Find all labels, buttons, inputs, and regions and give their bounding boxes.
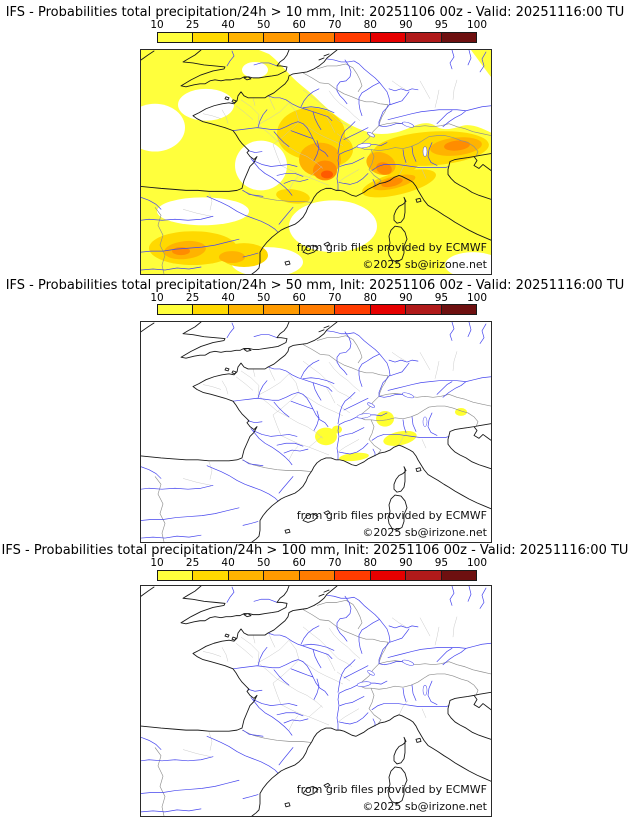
colorbar-tick-label: 50 <box>257 292 271 304</box>
colorbar-segment <box>227 32 265 43</box>
colorbar-segment <box>298 32 336 43</box>
colorbar-segment <box>192 570 229 581</box>
colorbar-tick-label: 10 <box>150 19 164 31</box>
colorbar-segment <box>440 570 477 581</box>
colorbar <box>157 32 477 43</box>
map-100mm: from grib files provided by ECMWF ©2025 … <box>140 585 492 817</box>
colorbar-segment <box>405 570 442 581</box>
colorbar-segment <box>157 570 194 581</box>
colorbar-segment <box>298 570 336 581</box>
map-50mm: from grib files provided by ECMWF ©2025 … <box>140 321 492 543</box>
colorbar-ticks: 10 25 40 50 60 70 80 90 95 100 <box>150 292 487 304</box>
colorbar-tick-label: 25 <box>185 292 200 304</box>
colorbar-tick-label: 90 <box>399 557 413 569</box>
colorbar-segment <box>440 32 477 43</box>
colorbar-tick-label: 100 <box>466 292 488 304</box>
colorbar-tick-label: 40 <box>221 557 235 569</box>
colorbar-tick-label: 60 <box>292 19 306 31</box>
colorbar-segment <box>192 304 229 315</box>
colorbar-tick-label: 90 <box>399 292 413 304</box>
colorbar <box>157 304 477 315</box>
attribution-copyright: ©2025 sb@irizone.net <box>362 258 487 271</box>
colorbar-tick-label: 70 <box>328 292 342 304</box>
colorbar-segment <box>227 304 265 315</box>
colorbar-tick-label: 70 <box>328 557 342 569</box>
colorbar-segment <box>192 32 229 43</box>
colorbar-tick-label: 50 <box>257 19 271 31</box>
colorbar-ticks: 10 25 40 50 60 70 80 90 95 100 <box>150 19 487 31</box>
map-100mm-graphic <box>141 586 491 816</box>
attribution-source: from grib files provided by ECMWF <box>296 509 487 522</box>
colorbar-tick-label: 80 <box>363 557 377 569</box>
colorbar-segment <box>440 304 477 315</box>
colorbar-segment <box>369 570 407 581</box>
colorbar-tick-label: 10 <box>150 292 164 304</box>
colorbar-ticks: 10 25 40 50 60 70 80 90 95 100 <box>150 557 487 569</box>
colorbar-tick-label: 50 <box>257 557 271 569</box>
panel-title-100mm: IFS - Probabilities total precipitation/… <box>1 543 629 558</box>
colorbar-segment <box>334 32 371 43</box>
map-10mm: from grib files provided by ECMWF ©2025 … <box>140 49 492 275</box>
colorbar-tick-label: 10 <box>150 557 164 569</box>
colorbar-tick-label: 95 <box>434 557 449 569</box>
colorbar-tick-label: 80 <box>363 292 377 304</box>
colorbar <box>157 570 477 581</box>
colorbar-segment <box>369 304 407 315</box>
colorbar-tick-label: 70 <box>328 19 342 31</box>
colorbar-tick-label: 95 <box>434 19 449 31</box>
colorbar-segment <box>157 304 194 315</box>
colorbar-tick-label: 95 <box>434 292 449 304</box>
attribution-source: from grib files provided by ECMWF <box>296 783 487 796</box>
colorbar-segment <box>227 570 265 581</box>
colorbar-segment <box>369 32 407 43</box>
colorbar-segment <box>405 304 442 315</box>
colorbar-tick-label: 40 <box>221 19 235 31</box>
colorbar-tick-label: 60 <box>292 292 306 304</box>
colorbar-tick-label: 80 <box>363 19 377 31</box>
colorbar-segment <box>334 570 371 581</box>
colorbar-segment <box>263 570 300 581</box>
colorbar-segment <box>334 304 371 315</box>
colorbar-segment <box>405 32 442 43</box>
colorbar-segment <box>263 304 300 315</box>
colorbar-tick-label: 25 <box>185 557 200 569</box>
colorbar-tick-label: 25 <box>185 19 200 31</box>
colorbar-tick-label: 60 <box>292 557 306 569</box>
colorbar-segment <box>298 304 336 315</box>
colorbar-segment <box>157 32 194 43</box>
attribution-source: from grib files provided by ECMWF <box>296 241 487 254</box>
attribution-copyright: ©2025 sb@irizone.net <box>362 800 487 813</box>
attribution-copyright: ©2025 sb@irizone.net <box>362 526 487 539</box>
panel-title-50mm: IFS - Probabilities total precipitation/… <box>5 278 625 293</box>
colorbar-tick-label: 40 <box>221 292 235 304</box>
colorbar-tick-label: 100 <box>466 557 488 569</box>
colorbar-tick-label: 90 <box>399 19 413 31</box>
panel-title-10mm: IFS - Probabilities total precipitation/… <box>5 5 625 20</box>
colorbar-tick-label: 100 <box>466 19 488 31</box>
colorbar-segment <box>263 32 300 43</box>
